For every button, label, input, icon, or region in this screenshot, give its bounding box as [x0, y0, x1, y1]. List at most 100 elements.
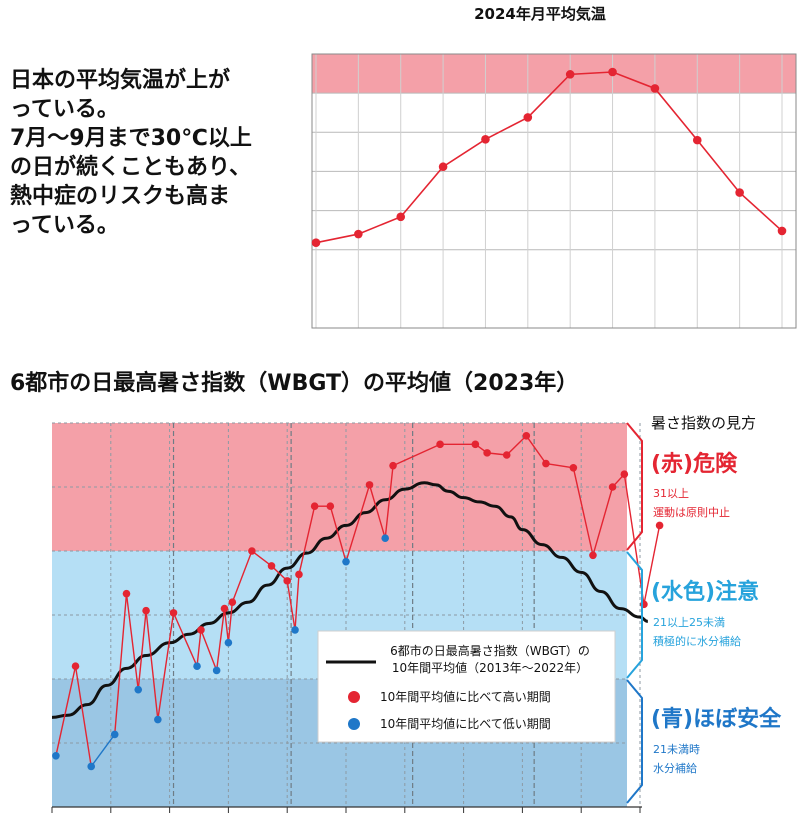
legend-box: [317, 630, 616, 743]
chart2-low-point: [291, 626, 299, 634]
chart2-low-point: [193, 662, 201, 670]
chart2-high-point: [620, 470, 629, 479]
chart2-actual-segment: [137, 610, 147, 690]
chart2-high-point: [542, 459, 550, 468]
chart2-actual-segment: [298, 506, 316, 575]
chart1-point: [608, 67, 617, 77]
chart2-low-point: [154, 715, 162, 724]
chart2-actual-segment: [90, 734, 116, 767]
chart2-actual-segment: [294, 574, 300, 630]
chart1-point: [735, 188, 744, 197]
danger-line2: 運動は原則中止: [653, 505, 730, 519]
chart2-low-point: [224, 638, 233, 647]
caution-line2: 積極的に水分補給: [653, 634, 741, 648]
chart2-high-point: [655, 521, 664, 530]
caution-line1: 21以上25未満: [653, 616, 725, 629]
chart1-point: [777, 226, 787, 236]
chart1-point: [565, 70, 575, 79]
chart2-high-point: [436, 440, 444, 449]
chart2-actual-segment: [643, 525, 661, 605]
chart2-high-point: [228, 598, 237, 606]
chart2-actual-segment: [345, 484, 371, 562]
chart1-point: [311, 238, 321, 247]
chart2-actual-segment: [392, 443, 441, 467]
chart2-high-point: [569, 464, 578, 472]
intro-line: の日が続くこともあり、: [10, 155, 252, 180]
danger-line1: 31以上: [653, 487, 689, 500]
legend-mean-label-2: 10年間平均値（2013年～2022年）: [392, 660, 588, 675]
intro-text: 日本の平均気温が上が っている。 7月～9月まで30℃以上 の日が続くこともあり…: [10, 66, 278, 240]
chart1-title: 2024年月平均気温: [474, 5, 606, 23]
danger-bracket: [626, 422, 643, 551]
chart2-actual-segment: [525, 435, 547, 464]
chart2-low-point: [87, 762, 95, 771]
chart2-actual-segment: [329, 506, 347, 562]
safe-title: (青)ほぼ安全: [651, 706, 782, 732]
chart1-point: [354, 229, 363, 239]
chart1-point: [523, 113, 533, 122]
chart2-actual-segment: [114, 593, 128, 735]
chart2-actual-segment: [368, 484, 386, 539]
chart2-high-point: [389, 461, 397, 470]
chart1-point: [650, 84, 660, 93]
chart2-actual-segment: [592, 486, 614, 556]
chart2-low-point: [212, 666, 221, 675]
chart2-high-point: [71, 662, 80, 670]
chart2-title: 6都市の日最高暑さ指数（WBGT）の平均値（2023年）: [10, 370, 578, 396]
chart1-band: [312, 54, 796, 94]
chart2-high-point: [197, 626, 205, 634]
chart2-actual-segment: [215, 608, 226, 671]
chart2-actual-segment: [74, 666, 92, 767]
chart2-actual-segment: [286, 580, 296, 631]
chart2-actual-segment: [231, 550, 253, 603]
chart-legend: 6都市の日最高暑さ指数（WBGT）の 10年間平均値（2013年～2022年） …: [317, 630, 616, 743]
chart2-actual-segment: [157, 612, 175, 720]
danger-title: (赤)危険: [651, 451, 738, 477]
chart2-high-point: [326, 502, 335, 511]
chart2-actual-segment: [196, 629, 202, 667]
chart1-frame: [311, 53, 797, 329]
chart2-low-point: [52, 752, 60, 760]
chart2-high-point: [483, 449, 491, 457]
chart2-high-point: [471, 440, 480, 449]
safe-line2: 水分補給: [653, 761, 697, 775]
chart2-actual-segment: [145, 610, 159, 720]
chart2-high-point: [522, 432, 531, 440]
chart2-actual-segment: [55, 666, 77, 756]
chart2-actual-segment: [223, 608, 230, 643]
legend-low-marker: [348, 718, 360, 730]
chart2-actual-segment: [545, 462, 574, 469]
chart1-point: [692, 135, 702, 145]
legend-low-label: 10年間平均値に比べて低い期間: [380, 716, 551, 731]
chart2-actual-segment: [227, 602, 234, 643]
chart2-high-point: [295, 570, 303, 579]
chart2-high-point: [589, 551, 597, 560]
chart2-actual-segment: [572, 467, 594, 556]
intro-line: 日本の平均気温が上が: [10, 68, 231, 93]
safe-line1: 21未満時: [653, 743, 700, 756]
chart2-high-point: [169, 609, 178, 617]
chart2-actual-segment: [506, 435, 527, 456]
chart2-high-point: [310, 502, 319, 511]
chart2-actual-segment: [623, 474, 645, 605]
chart1-point: [481, 135, 490, 144]
chart2-actual-segment: [200, 629, 218, 671]
chart2-low-point: [381, 534, 390, 542]
chart2-high-point: [283, 577, 292, 585]
chart2-actual-segment: [172, 612, 198, 667]
guide-title: 暑さ指数の見方: [651, 414, 756, 432]
legend-high-label: 10年間平均値に比べて高い期間: [380, 689, 551, 704]
intro-line: っている。: [10, 213, 119, 238]
intro-line: 7月～9月まで30℃以上: [10, 126, 252, 151]
monthly-temperature-chart: 2024年月平均気温: [311, 5, 797, 329]
chart2-low-point: [134, 685, 143, 694]
chart2-high-point: [142, 606, 150, 615]
chart2-high-point: [248, 547, 256, 555]
chart2-actual-segment: [125, 593, 139, 690]
chart2-low-point: [110, 730, 119, 739]
chart2-low-point: [342, 557, 350, 566]
wbgt-guide: 暑さ指数の見方 (赤)危険 31以上 運動は原則中止 (水色)注意 21以上25…: [626, 414, 782, 804]
caution-bracket: [626, 551, 643, 679]
chart2-actual-segment: [384, 465, 394, 539]
